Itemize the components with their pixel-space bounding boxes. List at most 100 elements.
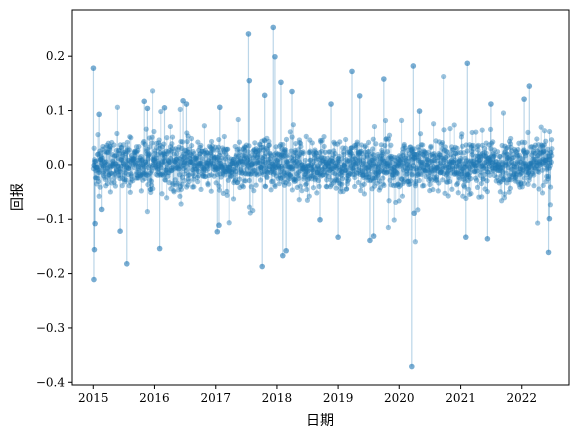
return-point [125,158,131,164]
return-point [143,171,149,177]
return-point [173,156,179,163]
return-point [189,142,195,149]
return-point [116,148,122,154]
return-point [195,168,201,174]
return-point [506,189,512,195]
return-point [484,178,490,184]
return-point [512,148,519,154]
return-point [351,159,357,165]
return-point [525,129,531,136]
return-point [310,185,317,191]
return-point [130,156,136,162]
return-point [178,138,184,145]
return-point [152,164,159,170]
return-point [244,161,250,167]
return-point [384,163,390,169]
return-point [518,171,525,177]
return-point [534,148,540,154]
return-point [106,171,113,178]
return-point [503,170,509,176]
return-point [183,167,189,174]
return-point [531,144,537,150]
return-point [108,163,114,169]
return-point [446,161,453,167]
return-point [309,176,315,182]
return-point [110,161,116,167]
return-point [497,153,503,160]
return-point [153,155,159,161]
outlier-point [246,77,253,84]
return-point [454,163,460,169]
return-point [323,159,329,165]
return-point [147,186,153,193]
return-point [94,164,100,170]
return-point [535,166,542,172]
return-point [91,162,97,168]
return-point [365,177,371,183]
return-point [413,165,420,172]
return-point [260,155,266,162]
return-point [325,166,331,172]
return-point [355,179,361,186]
return-point [331,148,337,154]
return-point [223,164,229,170]
outlier-point [98,206,105,213]
return-point [333,163,339,169]
return-point [361,154,367,160]
return-point [228,169,234,176]
return-point [222,172,228,178]
return-point [145,153,152,159]
return-point [144,209,151,215]
return-point [292,147,298,154]
return-point [488,140,495,146]
return-point [374,180,380,186]
return-point [444,170,450,176]
return-point [123,159,129,166]
return-point [524,166,531,172]
return-point [392,154,398,160]
return-point [189,159,196,165]
return-point [411,146,417,152]
return-point [163,170,169,176]
outlier-point [356,93,363,99]
return-point [504,155,510,161]
return-point [535,220,541,226]
return-point [411,155,417,161]
outlier-point [411,210,417,217]
return-point [231,179,237,186]
return-point [325,160,331,166]
return-point [297,140,304,147]
return-point [384,161,390,168]
return-point [399,117,405,123]
return-point [309,172,316,178]
return-point [404,162,410,168]
return-point [485,158,491,164]
return-point [96,167,102,173]
return-point [185,182,191,188]
return-point [419,159,425,165]
return-point [234,147,240,153]
outlier-point [283,247,289,254]
return-point [442,144,448,150]
return-point [197,160,203,166]
return-point [321,143,327,150]
return-point [438,167,444,173]
return-point [259,169,265,176]
return-point [134,149,140,155]
return-point [191,151,197,157]
return-point [439,141,445,147]
return-point [427,152,434,158]
return-point [525,181,531,187]
return-point [426,177,432,183]
return-point [421,148,427,154]
return-point [335,156,341,162]
return-point [124,149,130,155]
return-point [461,176,467,182]
return-point [358,187,364,194]
return-point [482,171,488,178]
return-point [273,144,279,150]
return-point [242,170,248,176]
return-point [256,157,262,164]
return-point [391,164,397,170]
return-point [217,160,223,167]
